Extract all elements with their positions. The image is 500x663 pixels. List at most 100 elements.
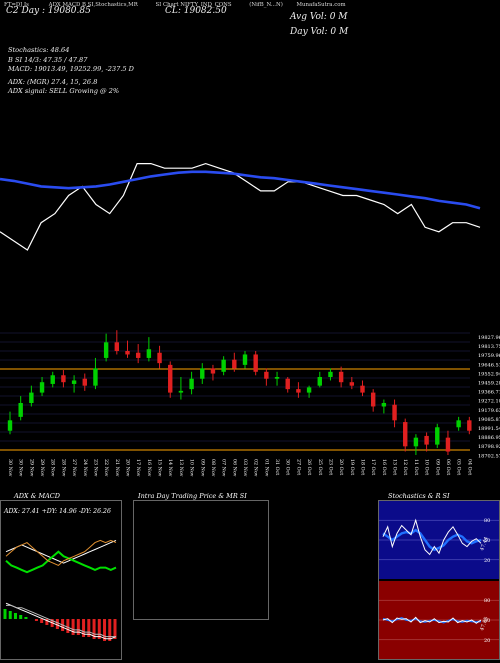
stoch-level-label: 80	[484, 518, 490, 524]
candle-body	[103, 342, 109, 358]
rsi-value-label: 47.85	[479, 616, 490, 632]
macd-signal-line	[6, 604, 116, 638]
x-tick-label: 03 Nov	[242, 459, 248, 477]
price-label: 19827.96	[478, 335, 500, 341]
header-seg-1: ADX MACD B SI,Stochastics,MR	[48, 2, 138, 8]
x-tick-label: 01 Nov	[263, 459, 269, 477]
rsi-line	[382, 616, 482, 624]
candle-body	[274, 377, 280, 379]
price-label: 18991.54	[478, 426, 500, 432]
stoch-panel-title: Stochastics & R SI	[388, 492, 450, 500]
x-tick-label: 31 Oct	[274, 459, 280, 475]
header-seg-0: FT=DJ Is	[4, 2, 29, 8]
candle-body	[392, 404, 397, 421]
candle-body	[242, 354, 248, 365]
rsi-level-label: 80	[484, 598, 490, 604]
x-tick-label: 06 Nov	[231, 459, 237, 477]
avg-vol: Avg Vol: 0 M	[290, 12, 348, 22]
price-label: 18886.95	[478, 435, 500, 441]
candle-body	[157, 352, 162, 364]
candle-body	[306, 387, 312, 393]
indicator-stoch-rsi: B SI 14/3: 47.35 / 47.87	[8, 55, 88, 64]
macd-histogram-bar	[40, 619, 44, 623]
x-tick-label: 20 Oct	[338, 459, 344, 475]
x-tick-label: 16 Oct	[381, 459, 387, 475]
candle-body	[210, 368, 216, 374]
candle-body	[253, 354, 258, 372]
indicator-list: Stochastics: 48.64 B SI 14/3: 47.35 / 47…	[8, 46, 134, 97]
x-tick-label: 27 Oct	[295, 459, 301, 475]
candle-body	[18, 403, 23, 417]
header-seg-3: (NifB_N...N)	[249, 2, 283, 8]
macd-histogram-bar	[55, 619, 59, 629]
candle-body	[50, 375, 55, 384]
candle-body	[221, 359, 226, 372]
price-label: 19459.28	[478, 381, 500, 387]
price-line	[0, 162, 481, 251]
intraday-panel-title: Intra Day Trading Price & MR SI	[138, 492, 247, 500]
x-tick-label: 30 Nov	[18, 459, 24, 477]
price-label: 19272.10	[478, 399, 500, 405]
candle-body	[296, 389, 301, 393]
macd-histogram-bar	[24, 617, 28, 619]
x-tick-label: 21 Nov	[114, 459, 120, 477]
close-value: C2 Day : 19080.85	[6, 6, 91, 16]
candle-body	[61, 375, 66, 383]
x-tick-label: 19 Oct	[349, 459, 355, 475]
candle-body	[456, 420, 461, 428]
x-tick-label: 09 Nov	[199, 459, 205, 477]
price-label: 19085.87	[478, 417, 500, 423]
x-tick-label: 24 Nov	[82, 459, 88, 477]
header-seg-2: SI Chart NIFTY_IND_CONS	[155, 2, 232, 8]
x-tick-label: 17 Oct	[370, 459, 376, 475]
macd-histogram-bar	[103, 619, 107, 641]
macd-histogram-bar	[3, 609, 7, 619]
candle-body	[360, 385, 365, 393]
candle-body	[413, 437, 419, 447]
candle-body	[232, 359, 237, 369]
x-tick-label: 02 Nov	[253, 459, 259, 477]
intraday-panel	[133, 500, 269, 620]
candle-body	[285, 378, 290, 390]
adx-chart: ADX: 27.41 +DY: 14.96 -DY: 26.26	[3, 508, 117, 641]
candle-body	[328, 371, 333, 377]
candle-body	[467, 420, 472, 431]
candle-body	[29, 392, 34, 403]
stoch-panel: 80 50 20 47.44 80 50 20 47.85	[378, 500, 500, 660]
candle-body	[7, 420, 13, 431]
macd-histogram-bar	[97, 619, 101, 639]
candle-body	[168, 364, 173, 393]
macd-histogram-bar	[87, 619, 91, 637]
adx-values-label: ADX: 27.41 +DY: 14.96 -DY: 26.26	[3, 508, 111, 515]
candle-body	[114, 342, 120, 351]
x-tick-label: 16 Nov	[146, 459, 152, 477]
plus-di-line	[5, 550, 117, 574]
x-tick-label: 05 Oct	[456, 459, 462, 475]
candle-body	[39, 382, 45, 393]
x-tick-label: 23 Nov	[92, 459, 98, 477]
x-tick-label: 28 Nov	[60, 459, 66, 477]
candle-body	[381, 403, 387, 407]
candle-body	[178, 390, 184, 393]
top-line-chart	[0, 162, 481, 251]
x-tick-label: 25 Oct	[317, 459, 323, 475]
stoch-d-line	[382, 528, 482, 552]
candle-body	[349, 382, 355, 386]
stoch-level-label: 50	[484, 538, 490, 544]
indicator-adx-signal: ADX signal: SELL Growing @ 2%	[8, 87, 120, 96]
candle-body	[135, 352, 141, 358]
macd-histogram-bar	[92, 619, 96, 639]
minus-di-line	[5, 539, 117, 566]
indicator-stochastics: Stochastics: 48.64	[8, 46, 70, 54]
x-tick-label: 09 Oct	[434, 459, 440, 475]
x-tick-label: 20 Nov	[125, 459, 131, 477]
price-label: 19813.75	[478, 344, 500, 350]
candle-body	[146, 349, 152, 358]
x-tick-label: 13 Nov	[178, 459, 184, 477]
adx-panel-title: ADX & MACD	[14, 492, 60, 500]
x-tick-label: 28 Nov	[50, 459, 56, 477]
macd-histogram-bar	[76, 619, 80, 635]
x-tick-label: 10 Nov	[189, 459, 195, 477]
x-tick-label: 15 Nov	[157, 459, 163, 477]
macd-histogram-bar	[82, 619, 86, 637]
